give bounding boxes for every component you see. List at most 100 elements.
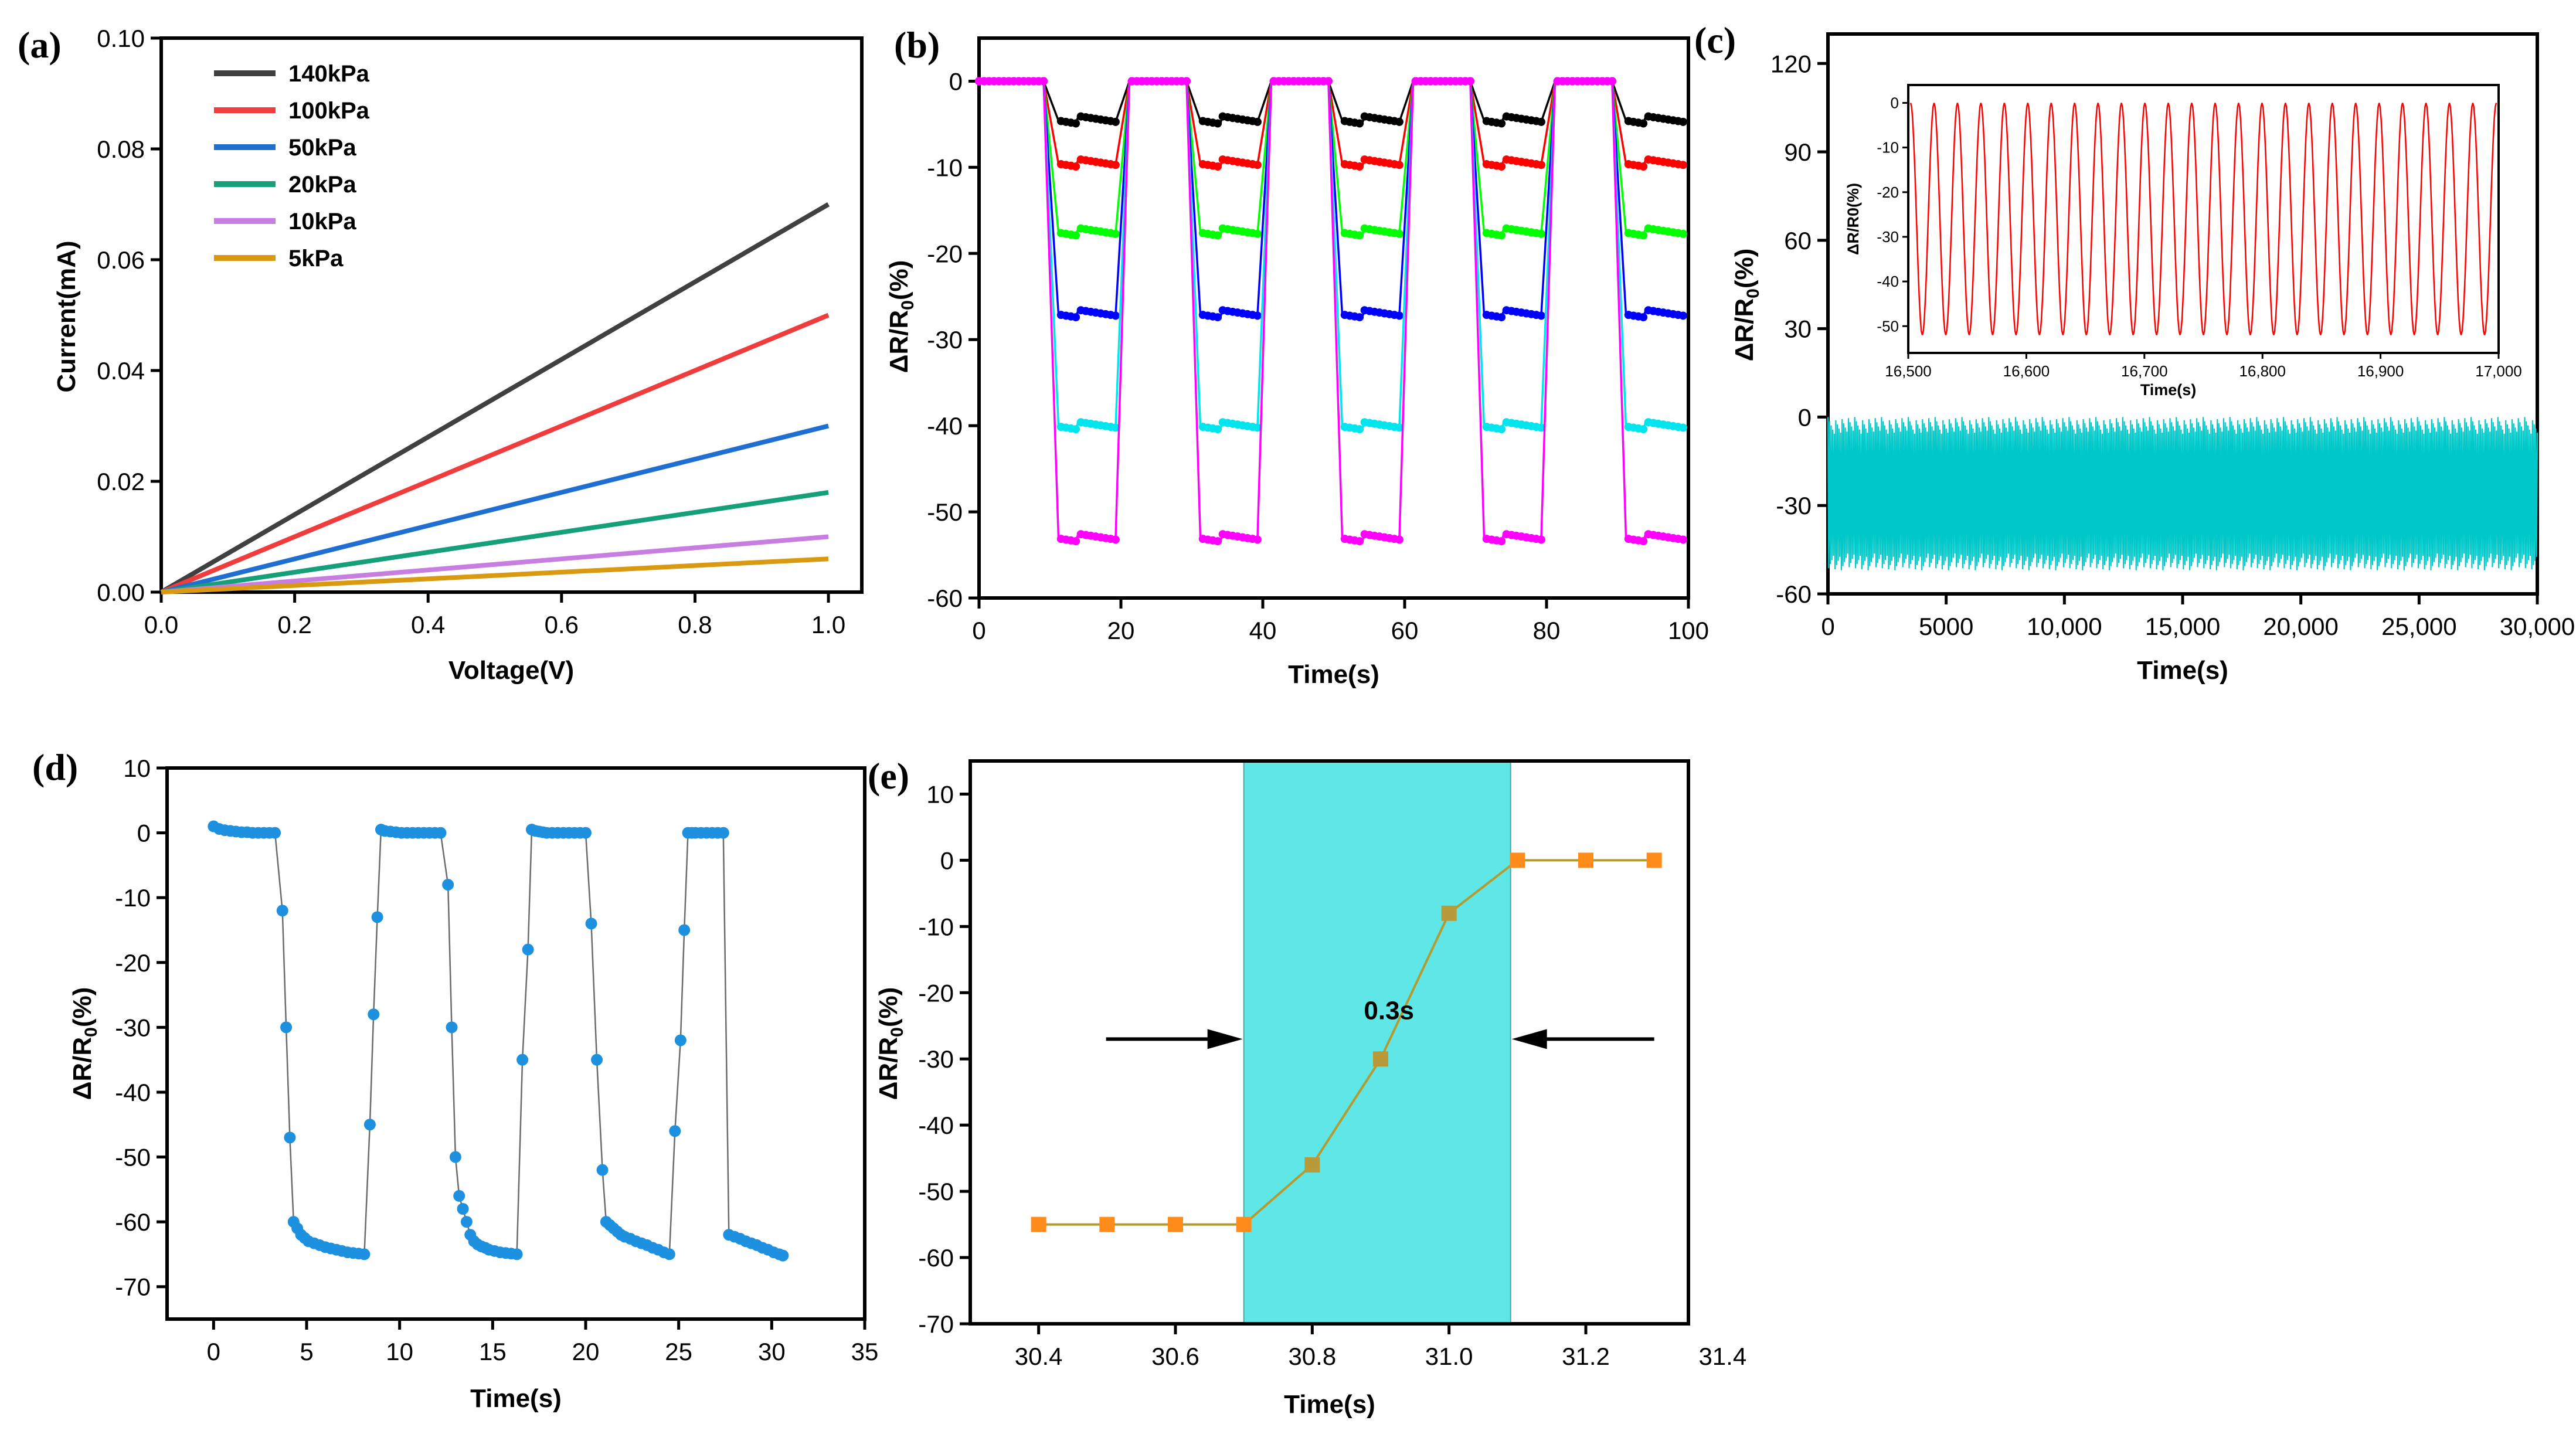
data-point — [1072, 313, 1080, 322]
data-point — [1355, 537, 1364, 546]
data-point — [1253, 161, 1262, 169]
panel-b: (b) 0 20 40 60 80 100 0 -10 -20 -30 -40 -50 -60 Time… — [885, 24, 1709, 689]
series-line-5kPa — [161, 556, 829, 594]
data-point — [777, 1249, 789, 1262]
inset-x-tick-label: 16,800 — [2239, 362, 2286, 380]
y-tick-label: -10 — [115, 884, 151, 912]
plot-frame-b — [977, 36, 1690, 600]
data-point — [1578, 852, 1593, 868]
y-tick-label: -20 — [927, 240, 963, 267]
y-tick-label: 0 — [949, 67, 963, 95]
x-tick-label: 15 — [479, 1338, 507, 1365]
data-point — [1355, 162, 1364, 171]
inset-x-tick-label: 16,500 — [1885, 362, 1932, 380]
panel-d: (d) 0 5 10 15 20 25 30 35 10 0 -10 -20 -30 -40 -50 -60 -… — [32, 746, 878, 1413]
data-point — [1253, 423, 1262, 432]
data-point — [449, 1151, 461, 1163]
inset-y-tick-label: -50 — [1877, 317, 1899, 335]
x-tick-label: 0 — [972, 617, 985, 644]
y-axis-label-b: ΔR/R0(%) — [885, 260, 917, 373]
y-tick-label: -50 — [918, 1178, 954, 1205]
y-tick-label: -20 — [115, 949, 151, 977]
data-point — [368, 1008, 380, 1021]
data-point — [1678, 229, 1687, 238]
x-tick-label: 0 — [207, 1338, 220, 1365]
data-point — [1395, 423, 1403, 432]
y-tick-label: 90 — [1784, 138, 1812, 166]
data-point — [1111, 161, 1120, 169]
rise-time-region — [1243, 760, 1511, 1324]
series-line-cycles — [1827, 417, 2538, 570]
data-point — [591, 1054, 603, 1066]
y-tick-label: -30 — [1776, 492, 1812, 519]
x-tick-label: 31.2 — [1562, 1343, 1610, 1370]
data-point — [1395, 311, 1403, 320]
inset-frame — [1907, 84, 2500, 354]
data-point — [678, 924, 691, 936]
data-point — [1678, 423, 1687, 432]
series-line-10kPa — [161, 534, 829, 594]
data-point — [1214, 119, 1222, 128]
x-tick-label: 100 — [1668, 617, 1709, 644]
data-point — [1111, 229, 1120, 238]
y-tick-label: 0.06 — [97, 246, 145, 274]
y-tick-label: 0.10 — [97, 25, 145, 52]
legend-label: 5kPa — [288, 246, 344, 271]
data-point — [280, 1021, 293, 1034]
x-tick-label: 0.2 — [277, 611, 311, 638]
x-tick-label: 10,000 — [2027, 613, 2102, 640]
x-axis-label-d: Time(s) — [470, 1384, 562, 1413]
x-axis-label-e: Time(s) — [1284, 1390, 1375, 1419]
data-point — [1099, 1216, 1115, 1232]
x-tick-label: 25 — [665, 1338, 692, 1365]
x-tick-label: 31.4 — [1698, 1343, 1746, 1370]
x-tick-label: 5 — [300, 1338, 313, 1365]
data-point — [1355, 313, 1364, 322]
x-axis-label-c: Time(s) — [2137, 656, 2228, 685]
data-point — [269, 827, 281, 839]
x-tick-label: 0.6 — [545, 611, 579, 638]
inset-x-tick-label: 17,000 — [2475, 362, 2522, 380]
data-point — [1304, 1157, 1320, 1173]
plot-frame-a — [159, 36, 864, 594]
data-point — [663, 1248, 675, 1260]
data-point — [1497, 425, 1506, 434]
inset-x-tick-label: 16,700 — [2121, 362, 2168, 380]
y-tick-label: 0 — [1798, 403, 1812, 431]
x-tick-label: 30.4 — [1015, 1343, 1063, 1370]
data-point — [1497, 313, 1506, 322]
data-point — [585, 918, 597, 930]
data-point — [453, 1190, 465, 1202]
y-axis-label-d: ΔR/R0(%) — [68, 987, 101, 1100]
inset-x-tick-label: 16,900 — [2357, 362, 2404, 380]
series-line — [1038, 859, 1654, 1226]
plot-frame-e — [968, 759, 1690, 1326]
x-tick-label: 10 — [386, 1338, 413, 1365]
y-tick-label: -30 — [115, 1014, 151, 1041]
y-tick-label: -40 — [115, 1079, 151, 1106]
y-tick-label: -60 — [1776, 580, 1812, 608]
inset-y-tick-label: -40 — [1877, 273, 1899, 290]
data-point — [1214, 162, 1222, 171]
panel-label-d: (d) — [32, 746, 78, 788]
x-axis-label-b: Time(s) — [1288, 660, 1379, 689]
data-point — [1510, 852, 1525, 868]
inset-series-line — [1909, 103, 2497, 335]
y-tick-label: 0.00 — [97, 579, 145, 606]
data-point — [1214, 537, 1222, 546]
data-point — [371, 911, 383, 923]
legend-label: 50kPa — [288, 135, 356, 161]
inset-y-axis-label: ΔR/R0(%) — [1844, 183, 1862, 255]
y-axis-label-e: ΔR/R0(%) — [874, 987, 907, 1100]
x-tick-label: 30.8 — [1288, 1343, 1336, 1370]
panel-e: (e) 30.4 30.6 30.8 31.0 31.2 31.4 10 0 -10 -20 -30… — [868, 755, 1746, 1419]
series-line-100kPa — [160, 312, 830, 594]
data-point — [1497, 537, 1506, 546]
data-point — [1355, 119, 1364, 128]
data-point — [1355, 231, 1364, 240]
data-point — [1537, 229, 1545, 238]
y-axis-label-a: Current(mA) — [52, 240, 81, 392]
data-point — [363, 1119, 376, 1131]
data-point — [1253, 535, 1262, 544]
x-tick-label: 0.0 — [144, 611, 178, 638]
